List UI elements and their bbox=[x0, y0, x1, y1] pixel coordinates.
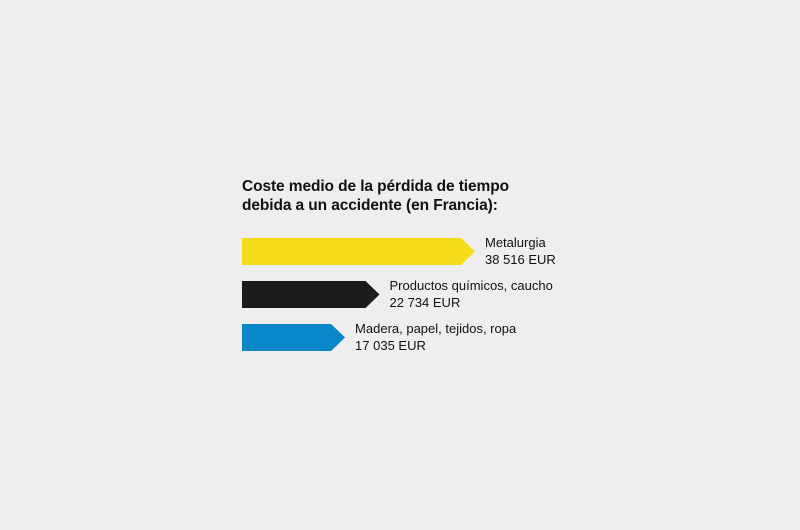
category-label-1: Metalurgia bbox=[485, 235, 546, 250]
category-label-2: Productos químicos, caucho bbox=[390, 278, 553, 293]
chart-title: Coste medio de la pérdida de tiempo debi… bbox=[242, 177, 642, 215]
value-label-2: 22 734 EUR bbox=[390, 295, 461, 310]
bar-1 bbox=[242, 238, 475, 265]
category-label-3: Madera, papel, tejidos, ropa bbox=[355, 321, 517, 336]
value-label-1: 38 516 EUR bbox=[485, 252, 556, 267]
bar-2 bbox=[242, 281, 380, 308]
value-label-3: 17 035 EUR bbox=[355, 338, 426, 353]
chart-title-line-2: debida a un accidente (en Francia): bbox=[242, 197, 498, 214]
chart-title-line-1: Coste medio de la pérdida de tiempo bbox=[242, 178, 509, 195]
bar-3 bbox=[242, 324, 346, 351]
